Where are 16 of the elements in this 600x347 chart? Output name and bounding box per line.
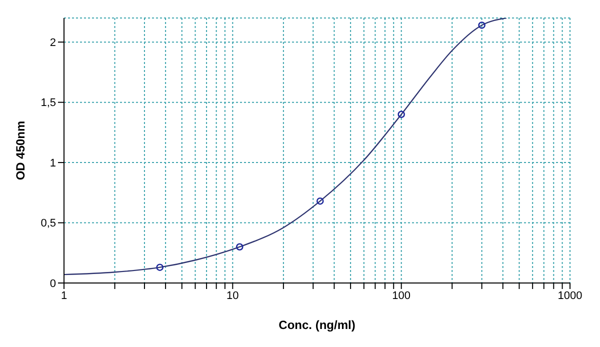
- y-tick-label: 1,5: [40, 97, 56, 110]
- x-axis-title: Conc. (ng/ml): [278, 318, 356, 332]
- y-tick-label: 0,5: [40, 218, 56, 230]
- y-tick-label: 0: [50, 278, 56, 290]
- x-tick-label: 10: [226, 290, 239, 302]
- point: [398, 110, 405, 118]
- point: [316, 197, 324, 205]
- x-tick-label: 1: [60, 290, 68, 302]
- x-tick-label: 100: [392, 290, 411, 302]
- point: [156, 264, 164, 271]
- y-tick-label: 1: [50, 157, 56, 170]
- y-tick-label: 2: [50, 36, 56, 49]
- y-axis-title: OD 450nm: [13, 120, 28, 180]
- x-tick-label: 1000: [558, 290, 582, 302]
- point: [236, 243, 244, 251]
- point: [478, 22, 486, 29]
